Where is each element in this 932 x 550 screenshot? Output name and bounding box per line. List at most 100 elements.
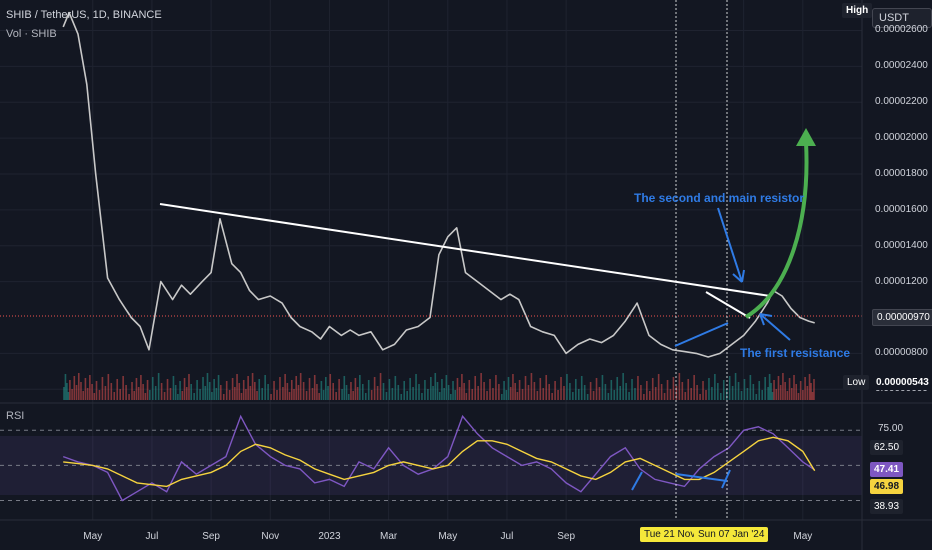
volume-bar [436, 382, 439, 400]
volume-bar [188, 374, 190, 400]
main-resistance-trendline [159, 203, 771, 297]
volume-bar [322, 390, 325, 400]
rsi-level-62: 62.50 [870, 440, 904, 455]
volume-bar [91, 384, 93, 400]
volume-bar [604, 384, 607, 400]
volume-bar [206, 373, 209, 400]
volume-bar [722, 380, 725, 400]
volume-bar [270, 394, 272, 400]
volume-bar [533, 382, 536, 400]
volume-bar [450, 394, 452, 400]
volume-bar [415, 374, 417, 400]
volume-bar [536, 391, 539, 400]
volume-bar [302, 382, 305, 400]
volume-bar [388, 379, 391, 400]
volume-bar [133, 391, 136, 400]
volume-bar [678, 373, 681, 400]
last-price-badge: 0.00000970 [872, 309, 932, 326]
volume-bar [498, 384, 500, 400]
volume-bar [391, 388, 394, 400]
volume-bar [702, 381, 704, 400]
volume-bar [719, 393, 722, 400]
volume-bar [119, 389, 121, 400]
volume-bar [211, 392, 213, 400]
x-tick-label: Mar [379, 531, 398, 542]
volume-bar [613, 390, 616, 400]
volume-bar [305, 391, 308, 400]
volume-bar [356, 387, 359, 400]
volume-bar [107, 374, 110, 400]
volume-bar [737, 382, 740, 400]
volume-bar [583, 385, 586, 400]
volume-bar [297, 385, 300, 400]
volume-bar [154, 386, 157, 400]
volume-bar [749, 375, 752, 400]
volume-bar [657, 374, 660, 400]
volume-bar [63, 387, 65, 400]
volume-bar [73, 376, 76, 400]
volume-bar [771, 392, 774, 400]
volume-bar [577, 389, 580, 400]
volume-bar [557, 390, 559, 400]
volume-bar [480, 373, 482, 400]
volume-bar [711, 387, 713, 400]
volume-bar [86, 388, 89, 400]
volume-bar [775, 389, 778, 400]
volume-bar [320, 381, 323, 400]
volume-bar [98, 390, 101, 400]
volume-bar [758, 381, 761, 400]
volume-bar [256, 391, 258, 400]
volume-bar [316, 384, 318, 400]
volume-bar [768, 374, 771, 400]
volume-bar [663, 393, 666, 400]
volume-bar [483, 382, 485, 400]
volume-bar [458, 387, 461, 400]
volume-bar [71, 389, 73, 400]
bullish-arrowhead [796, 128, 816, 146]
volume-bar [489, 379, 491, 400]
rsi-lower-label: 38.93 [870, 499, 904, 514]
volume-bar [806, 386, 809, 400]
volume-bar [804, 377, 806, 400]
volume-bar [563, 386, 565, 400]
volume-bar [808, 374, 811, 400]
volume-bar [530, 373, 533, 400]
x-tick-label: 2023 [318, 531, 341, 542]
volume-bar [566, 374, 568, 400]
volume-bar [82, 391, 85, 400]
volume-bar [142, 384, 144, 400]
volume-bar [359, 375, 361, 400]
y-tick-label: 0.00002200 [875, 96, 928, 108]
volume-bar [148, 390, 151, 400]
volume-bar [116, 379, 119, 400]
support-trendline [674, 322, 729, 347]
volume-bar [628, 392, 630, 400]
volume-bar [586, 394, 589, 400]
volume-bar [651, 378, 654, 400]
volume-bar [146, 380, 149, 400]
volume-bar [89, 375, 91, 400]
volume-bar [327, 386, 329, 400]
volume-bar [542, 388, 545, 400]
volume-bar [646, 381, 648, 400]
volume-bar [367, 380, 370, 400]
volume-bar [717, 383, 719, 400]
volume-bar [113, 392, 116, 400]
low-label: Low [843, 375, 870, 390]
volume-bar [810, 383, 812, 400]
volume-bar [66, 383, 68, 400]
volume-bar [247, 376, 249, 400]
volume-bar [752, 384, 755, 400]
first-resistance-note: The first resistance [740, 346, 851, 360]
rsi-trendline [675, 473, 728, 482]
volume-bar [447, 385, 450, 400]
volume-bar [177, 394, 179, 400]
x-tick-label: Sep [202, 531, 220, 542]
currency-button[interactable]: USDT [872, 8, 932, 28]
volume-bar [350, 382, 352, 400]
volume-bar [746, 388, 749, 400]
volume-bar [267, 384, 269, 400]
volume-bar [172, 376, 175, 400]
volume-bar [505, 390, 508, 400]
